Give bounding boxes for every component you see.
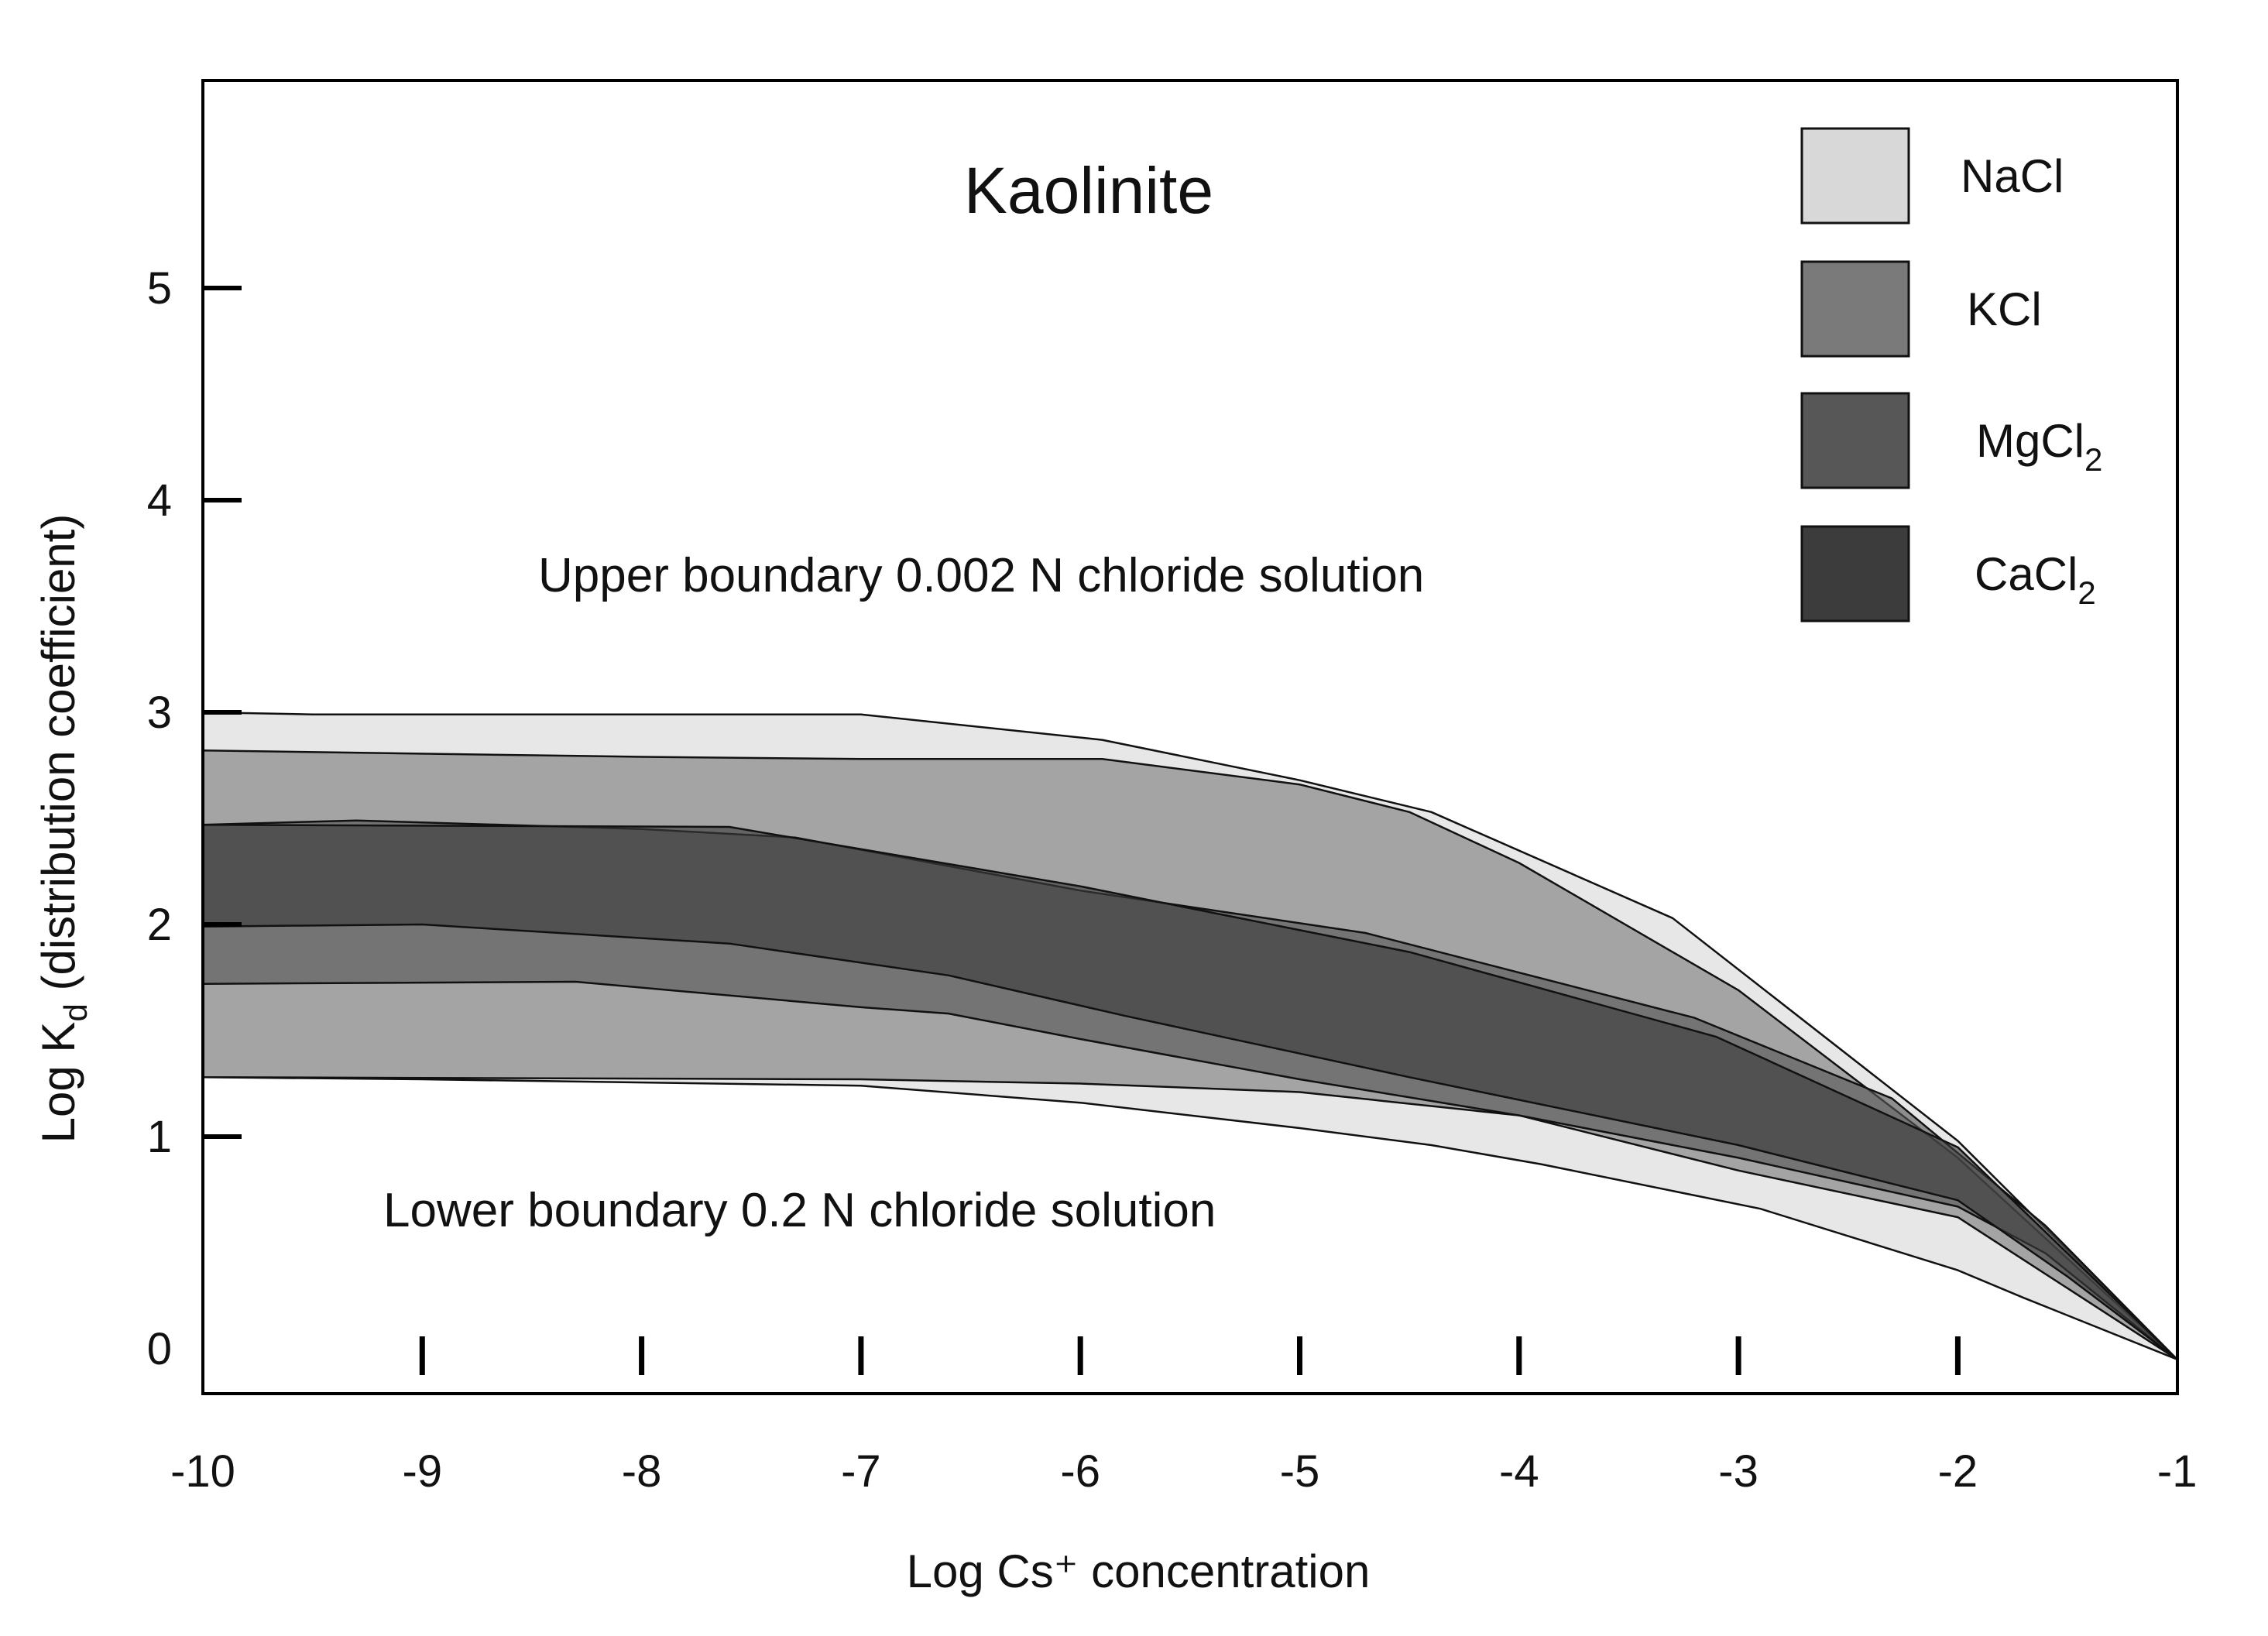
x-tick-label: -3 xyxy=(1718,1446,1758,1497)
legend-label-mgcl: MgCl2 xyxy=(1976,415,2102,478)
y-tick-label: 2 xyxy=(147,900,172,950)
y-axis-title-base: Log K xyxy=(33,1022,84,1144)
x-axis-title: Log Cs⁺ concentration xyxy=(907,1545,1371,1597)
x-tick-label: -5 xyxy=(1280,1446,1320,1497)
y-tick-label: 1 xyxy=(147,1112,172,1162)
legend-label-nacl: NaCl xyxy=(1961,150,2064,202)
legend: NaCl KCl MgCl2 CaCl2 xyxy=(1800,127,2102,623)
annotation-upper-boundary: Upper boundary 0.002 N chloride solution xyxy=(538,549,1424,602)
legend-label-cacl: CaCl2 xyxy=(1975,548,2096,611)
x-tick-label: -2 xyxy=(1938,1446,1978,1497)
y-axis-title-rest: (distribution coefficient) xyxy=(33,514,84,1004)
annotation-lower-boundary: Lower boundary 0.2 N chloride solution xyxy=(383,1184,1216,1237)
plot-frame xyxy=(201,79,2179,1395)
legend-swatch-mgcl xyxy=(1800,392,1910,489)
y-axis-title: Log Kd (distribution coefficient) xyxy=(33,514,94,1144)
chart-title: Kaolinite xyxy=(964,154,1213,227)
legend-label-kcl: KCl xyxy=(1967,283,2042,335)
x-tick-label: -8 xyxy=(622,1446,662,1497)
y-tick-label: 5 xyxy=(147,263,172,314)
y-tick-label: 0 xyxy=(147,1324,172,1374)
y-axis: 0 1 2 3 4 5 xyxy=(147,263,242,1374)
data-bands xyxy=(201,711,2178,1360)
x-tick-label: -7 xyxy=(841,1446,881,1497)
x-tick-label: -4 xyxy=(1499,1446,1539,1497)
legend-swatch-kcl xyxy=(1800,260,1910,358)
y-tick-label: 4 xyxy=(147,475,172,526)
y-tick-label: 3 xyxy=(147,688,172,738)
x-tick-label: -10 xyxy=(170,1446,235,1497)
x-tick-label: -9 xyxy=(403,1446,443,1497)
y-axis-title-subscript: d xyxy=(57,1003,94,1021)
x-axis: -10 -9 -8 -7 -6 -5 -4 -3 -2 -1 xyxy=(170,1336,2197,1497)
band-cacl xyxy=(201,823,2178,1360)
x-tick-label: -1 xyxy=(2157,1446,2198,1497)
legend-swatch-cacl xyxy=(1800,525,1910,623)
legend-swatch-nacl xyxy=(1800,127,1910,225)
x-tick-label: -6 xyxy=(1060,1446,1100,1497)
